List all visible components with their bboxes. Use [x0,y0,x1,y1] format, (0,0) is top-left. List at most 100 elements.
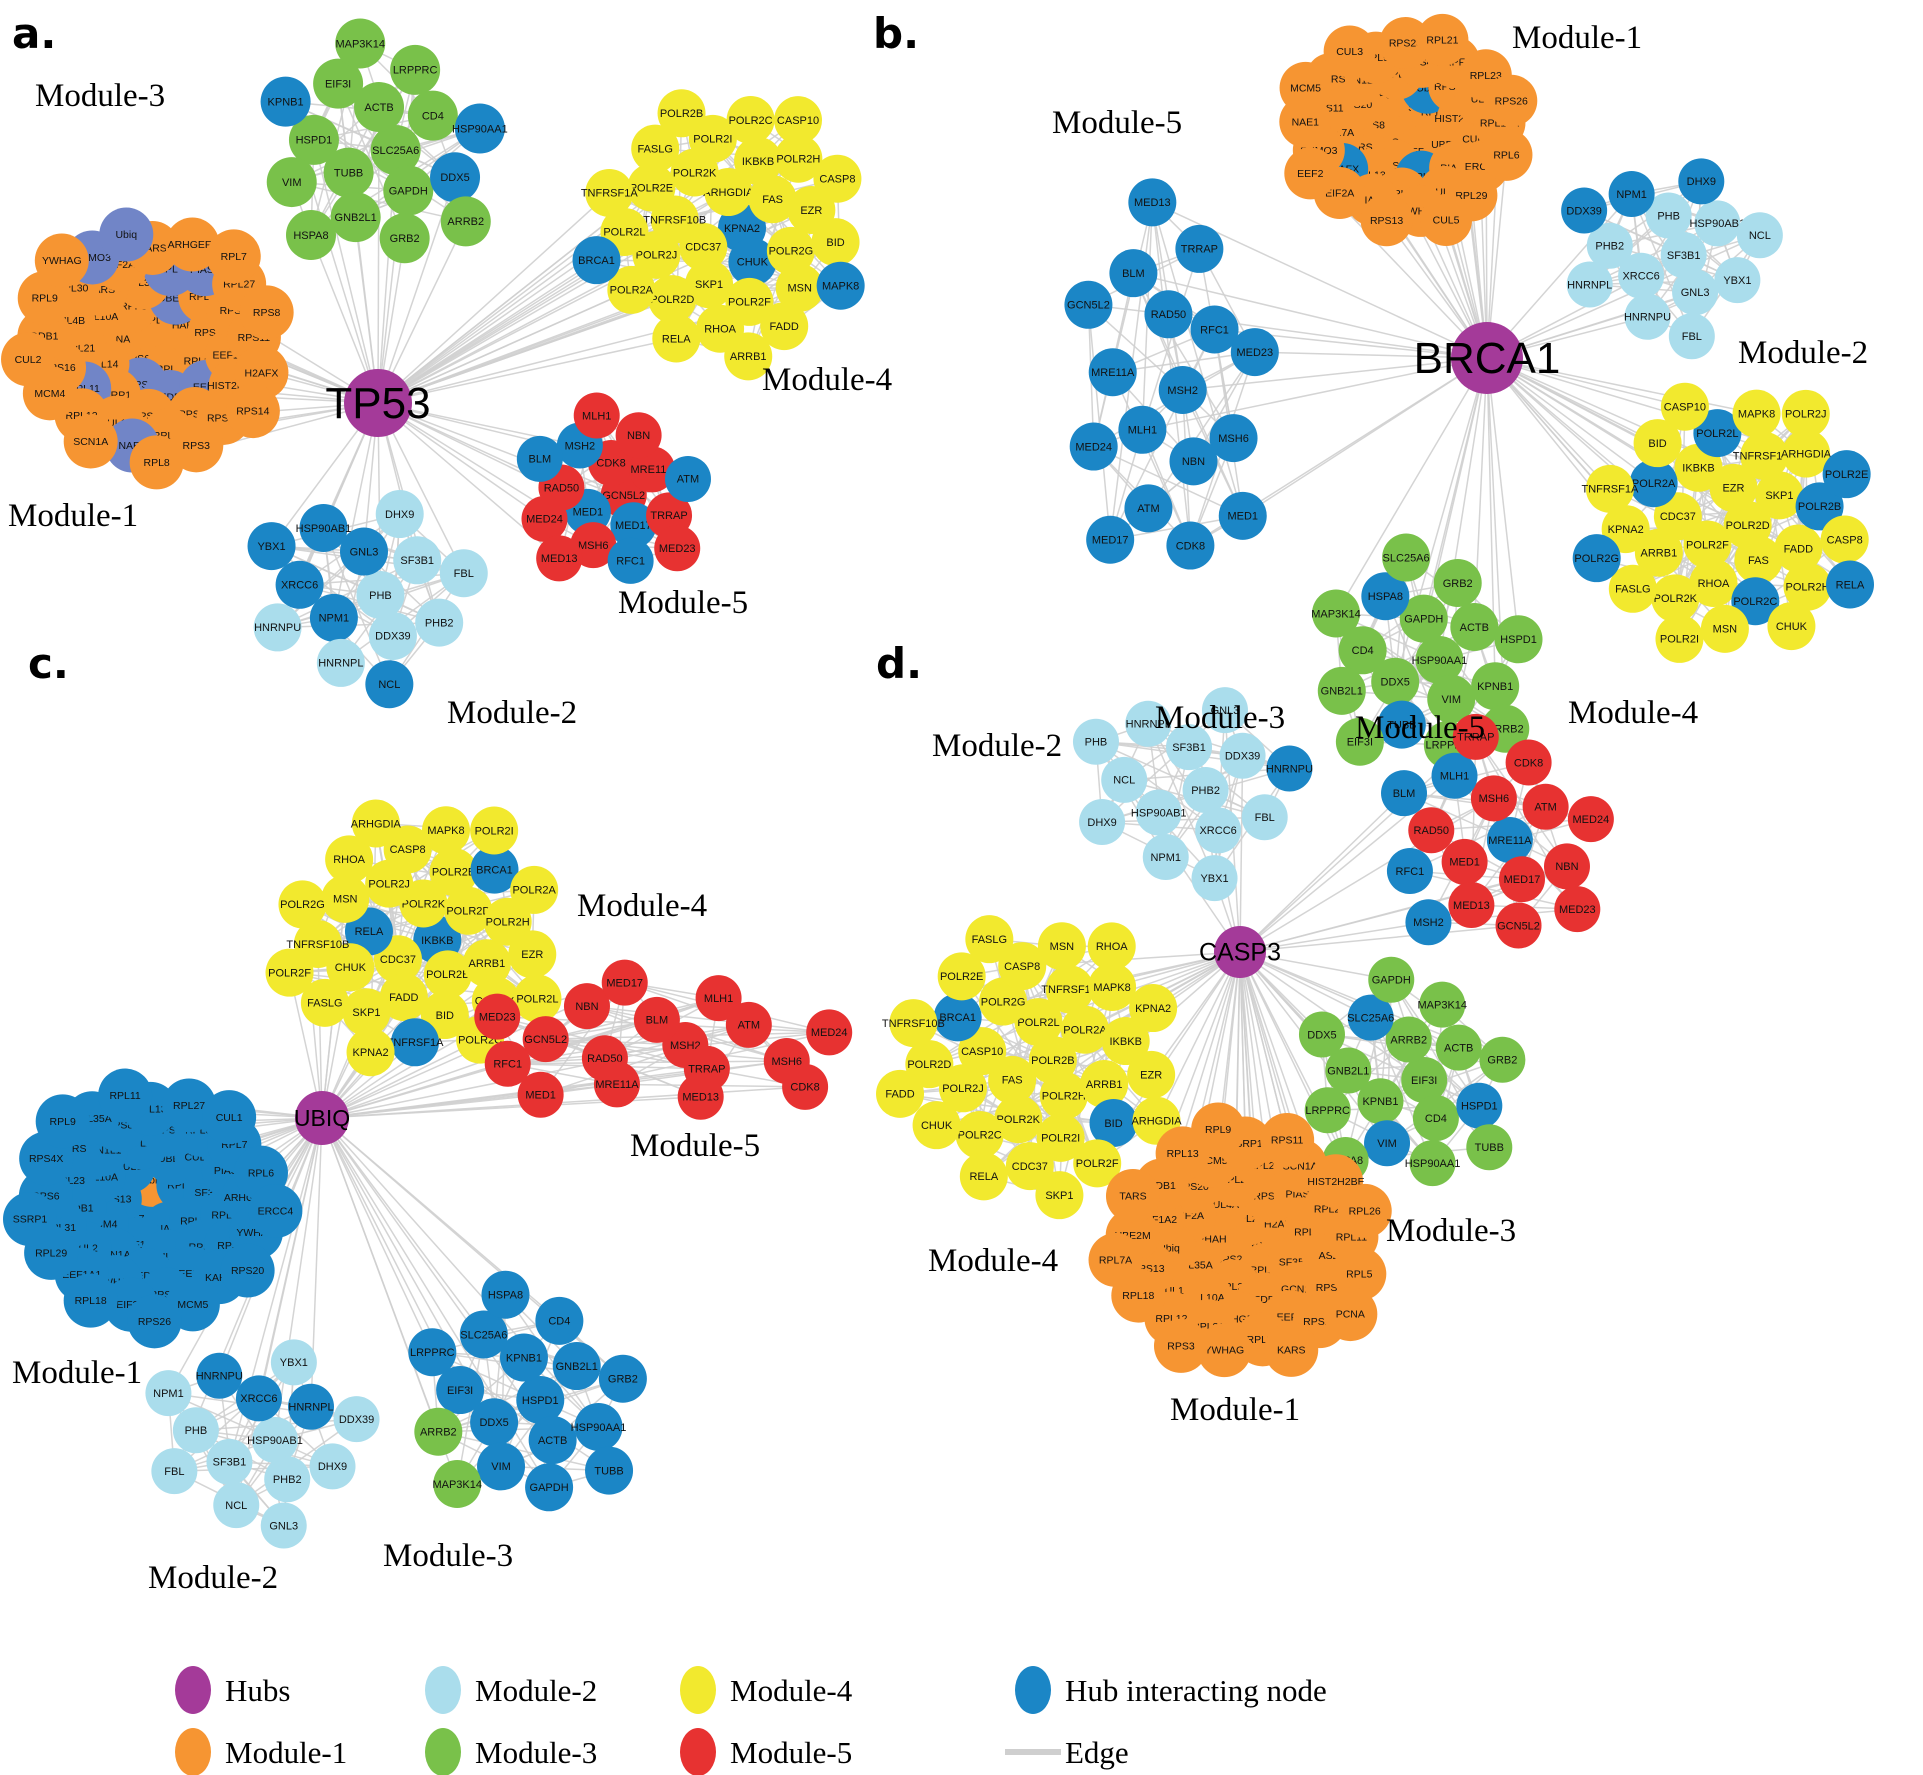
network-node: BRCA1 [470,845,519,894]
node-label-MAP3K14: MAP3K14 [1418,999,1468,1011]
network-node: RHOA [325,835,374,884]
node-circle-MSN [1037,922,1086,971]
node-label-YBX1: YBX1 [1200,873,1228,885]
module-label-b-module-1: Module-1 [1512,20,1642,56]
network-node: TUBB [585,1446,634,1495]
node-label-MRE11A: MRE11A [595,1079,639,1091]
node-circle-YBX1 [1191,855,1238,902]
node-circle-MSH2 [1405,899,1452,946]
node-circle-EZR [508,930,557,979]
node-circle-GNL3 [339,527,388,576]
node-label-CASP10: CASP10 [777,115,819,127]
node-label-CASP8: CASP8 [390,844,426,856]
node-label-MED1: MED1 [1449,857,1480,869]
network-node: CDC37 [1653,492,1702,541]
module-label-c-module-2: Module-2 [148,1560,278,1596]
node-circle-FASLG [300,978,349,1027]
network-node: ARHGDIA [1781,429,1832,478]
network-node: CASP8 [1820,515,1869,564]
hub-brca1: BRCA1 [1414,322,1560,394]
network-node: HNRNPL [316,638,365,687]
network-node: SSRP1 [3,1192,58,1247]
network-node: HNRNPU [196,1352,243,1399]
network-node: KPNB1 [1357,1078,1404,1125]
node-label-MSH2: MSH2 [1413,917,1444,929]
node-label-TNFRSF10B: TNFRSF10B [643,214,706,226]
network-node: Ubiq [99,207,154,262]
network-node: GCN5L2 [1064,280,1113,329]
node-circle-MED13 [1448,882,1495,929]
node-circle-RHOA [325,835,374,884]
node-circle-POLR2A [1629,459,1678,508]
module-label-a-module-2: Module-2 [447,695,577,731]
panel-b-module-1: RPL14EMG1RPS6EEF1A1RPS8RPL30RPS14RPS2UBE… [1279,13,1538,247]
node-circle-MLH1 [695,975,742,1022]
network-node: NPM1 [309,593,358,642]
node-label-PHB2: PHB2 [273,1474,302,1486]
network-node: PHB [356,571,405,619]
network-node: ARRB1 [462,939,511,988]
node-circle-MSN [775,263,824,312]
node-circle-SKP1 [685,260,734,309]
node-label-POLR2C: POLR2C [958,1130,1002,1142]
node-label-POLR2K: POLR2K [997,1114,1041,1126]
node-circle-KPNB1 [1471,662,1520,711]
node-circle-MAPK8 [816,261,865,310]
network-node: POLR2A [1061,1005,1110,1054]
node-circle-POLR2E [627,163,676,212]
network-node: POLR2L [1014,998,1063,1047]
node-circle-BID [1089,1098,1138,1147]
node-label-HNRNPL: HNRNPL [288,1402,333,1414]
node-circle-MED17 [1086,515,1135,564]
node-label-FASLG: FASLG [972,934,1007,946]
node-circle-BLM [1109,249,1158,298]
network-node: MED1 [1218,491,1267,540]
hub-node [1451,322,1523,394]
network-node: HSPD1 [516,1376,565,1424]
node-circle-HNRNPL [1566,261,1613,308]
node-label-MED1: MED1 [1227,511,1258,523]
node-label-ATM: ATM [1137,503,1159,515]
node-label-RPS26: RPS26 [1495,95,1528,107]
node-circle-RPL26 [1337,1183,1392,1238]
node-circle-TNFRSF1A [585,168,634,217]
network-node: DDX5 [1298,1011,1345,1058]
node-label-RPL11: RPL11 [109,1090,140,1102]
module-label-a-module-3: Module-3 [35,78,165,114]
node-circle-EIF3I [1401,1057,1448,1103]
node-label-SF3B1: SF3B1 [1667,250,1701,262]
panel-a-module-1: SF3B3RPS6RPL6RPL23PCNAHARSRPS7PRPF3RPL29… [1,207,294,490]
node-circle-PHB2 [1182,767,1229,813]
node-label-POLR2I: POLR2I [475,825,514,837]
node-circle-PCNA [1323,1287,1378,1342]
network-node: RPL26 [1337,1183,1392,1238]
node-circle-GNL3 [1201,687,1248,734]
node-circle-XRCC6 [235,1375,282,1422]
node-label-VIM: VIM [1441,694,1461,706]
network-node: CUL3 [1323,25,1376,78]
network-node: NCL [213,1482,260,1529]
node-label-NAE1: NAE1 [1292,116,1320,128]
panel-c-module-5: MSH2RAD50BLMTRRAPGCN5L2ATMMRE11ANBNMSH6R… [474,959,853,1120]
node-label-NBN: NBN [1555,861,1578,873]
network-node: SKP1 [1755,471,1804,520]
node-label-MCM4: MCM4 [34,388,65,400]
node-circle-SF3B1 [1166,724,1213,771]
node-label-KPNA2: KPNA2 [1608,524,1644,536]
node-label-GNB2L1: GNB2L1 [556,1361,598,1373]
node-circle-POLR2K [1651,574,1700,623]
node-circle-CHUK [728,237,777,286]
node-label-MED24: MED24 [526,514,563,526]
node-label-HNRNPL: HNRNPL [1567,279,1612,291]
network-node: CUL2 [1,332,56,387]
node-circle-SF3B1 [393,536,442,585]
node-circle-GRB2 [1433,558,1482,607]
node-label-EIF3I: EIF3I [325,78,351,90]
node-circle-YWHAG [1197,1323,1252,1378]
node-circle-GAPDH [1368,956,1415,1003]
network-node: DDX5 [430,152,481,203]
node-circle-POLR2G [1572,534,1621,583]
node-label-MSH2: MSH2 [565,440,596,452]
node-label-ACTB: ACTB [364,102,393,114]
